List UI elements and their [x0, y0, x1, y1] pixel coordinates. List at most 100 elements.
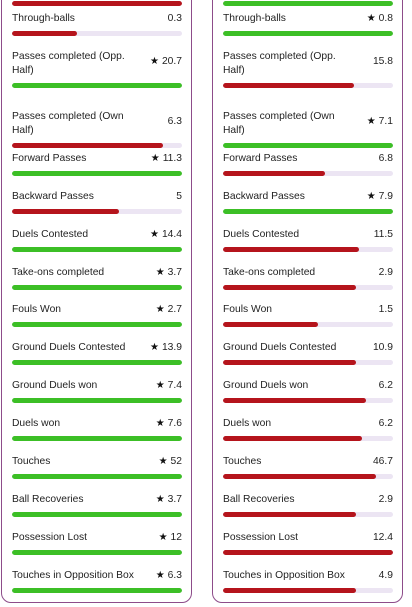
- stat-bar-fill: [12, 512, 182, 517]
- stat-value: 13.9: [161, 342, 182, 353]
- star-icon: ★: [149, 229, 159, 240]
- stat-value-wrap: 0.3: [168, 12, 182, 26]
- stat-value-wrap: ★ 6.3: [156, 569, 182, 583]
- stat-bar-track: [223, 512, 393, 517]
- stat-value: 7.4: [167, 380, 182, 391]
- stat-value: 6.2: [378, 418, 393, 429]
- stat-value-wrap: 11.5: [374, 228, 393, 242]
- stat-bar-fill: [12, 588, 182, 593]
- stat-value: 10.9: [372, 342, 393, 353]
- stat-value: 7.9: [378, 191, 393, 202]
- stat-bar-track: [12, 247, 182, 252]
- star-icon: ★: [150, 153, 160, 164]
- stat-value-wrap: ★ 13.9: [150, 341, 182, 355]
- stat-bar-fill: [12, 83, 182, 88]
- stat-bar-track: [12, 588, 182, 593]
- stat-label: Ball Recoveries: [223, 494, 295, 505]
- stat-bar-track: [223, 285, 393, 290]
- stat-bar-track: [12, 171, 182, 176]
- stat-value-wrap: ★ 0.8: [367, 12, 393, 26]
- star-icon: ★: [155, 570, 165, 581]
- stat-bar-fill: [12, 143, 164, 148]
- stat-label: Forward Passes: [223, 153, 298, 164]
- stat-bar-fill: [12, 31, 77, 36]
- stat-bar-track: [12, 474, 182, 479]
- stat-value-wrap: ★ 11.3: [151, 152, 182, 166]
- stat-bar-fill: [223, 360, 356, 365]
- stat-bar-track: [223, 31, 393, 36]
- stat-bar-track: [12, 512, 182, 517]
- stat-bar-fill: [223, 143, 393, 148]
- stat-label: Duels Contested: [12, 229, 89, 240]
- stat-value-wrap: ★ 2.7: [156, 303, 182, 317]
- stat-label: Fouls Won: [223, 304, 273, 315]
- stat-value: 6.3: [167, 116, 182, 127]
- star-icon: ★: [149, 342, 159, 353]
- stat-value-wrap: ★ 7.4: [156, 379, 182, 393]
- stat-value: 15.8: [372, 56, 393, 67]
- stat-bar-fill: [223, 550, 393, 555]
- stat-bar-track: [12, 322, 182, 327]
- stat-bar-fill: [223, 285, 356, 290]
- stat-value-wrap: 6.8: [379, 152, 393, 166]
- stat-bar-track: [223, 83, 393, 88]
- stat-value-wrap: 15.8: [373, 55, 393, 69]
- stat-value: 11.5: [373, 229, 393, 240]
- star-icon: ★: [155, 267, 165, 278]
- stat-bar-track: [12, 143, 182, 148]
- stat-value: 12: [170, 532, 182, 543]
- stat-value: 3.7: [167, 494, 182, 505]
- stat-bar-track: [12, 31, 182, 36]
- stat-bar-track: [12, 398, 182, 403]
- star-icon: ★: [155, 494, 165, 505]
- stat-bar-track: [12, 550, 182, 555]
- stat-bar-fill: [223, 171, 325, 176]
- stat-bar-fill: [223, 31, 393, 36]
- player-stats-card-left: Through-balls 0.3 Passes completed (Opp. H…: [1, 0, 192, 603]
- stat-bar-fill: [12, 171, 182, 176]
- stat-bar-track: [223, 360, 393, 365]
- stat-value-wrap: 5: [176, 190, 182, 204]
- stat-value: 11.3: [162, 153, 182, 164]
- stat-label: Touches: [223, 456, 262, 467]
- stat-value: 52: [170, 456, 182, 467]
- stat-value-wrap: 6.2: [379, 379, 393, 393]
- stat-value: 2.9: [378, 267, 393, 278]
- stat-value: 12.4: [372, 532, 393, 543]
- stat-bar-fill: [223, 247, 359, 252]
- stat-value: 1.5: [378, 304, 393, 315]
- stat-value-wrap: 6.2: [379, 417, 393, 431]
- star-icon: ★: [366, 13, 376, 24]
- stat-value: 5: [176, 191, 182, 202]
- star-icon: ★: [155, 418, 165, 429]
- stat-bar-track: [223, 398, 393, 403]
- stat-bar-track: [223, 1, 393, 6]
- stat-value-wrap: 2.9: [379, 266, 393, 280]
- stat-bar-fill: [223, 83, 354, 88]
- stat-bar-track: [12, 436, 182, 441]
- stat-label: Possession Lost: [12, 532, 87, 543]
- stat-value-wrap: ★ 7.6: [156, 417, 182, 431]
- stat-label: Passes completed (Own Half): [223, 111, 335, 136]
- stat-value-wrap: 12.4: [373, 531, 393, 545]
- stat-bar-fill: [12, 285, 182, 290]
- star-icon: ★: [155, 380, 165, 391]
- stat-bar-track: [223, 143, 393, 148]
- stat-value-wrap: 2.9: [379, 493, 393, 507]
- stat-bar-fill: [223, 474, 376, 479]
- stat-label: Take-ons completed: [12, 267, 105, 278]
- stat-value: 0.3: [167, 13, 182, 24]
- stat-bar-fill: [12, 1, 182, 6]
- stat-value-wrap: 46.7: [373, 455, 393, 469]
- stat-value: 2.9: [378, 494, 393, 505]
- stat-value-wrap: 4.9: [379, 569, 393, 583]
- stat-bar-track: [223, 322, 393, 327]
- stat-value: 6.8: [378, 153, 393, 164]
- stat-bar-track: [12, 83, 182, 88]
- stat-bar-fill: [223, 588, 356, 593]
- stat-bar-fill: [12, 247, 182, 252]
- stat-label: Ground Duels won: [12, 380, 98, 391]
- stat-label: Ground Duels Contested: [12, 342, 126, 353]
- stat-bar-fill: [12, 550, 182, 555]
- stat-bar-fill: [12, 209, 120, 214]
